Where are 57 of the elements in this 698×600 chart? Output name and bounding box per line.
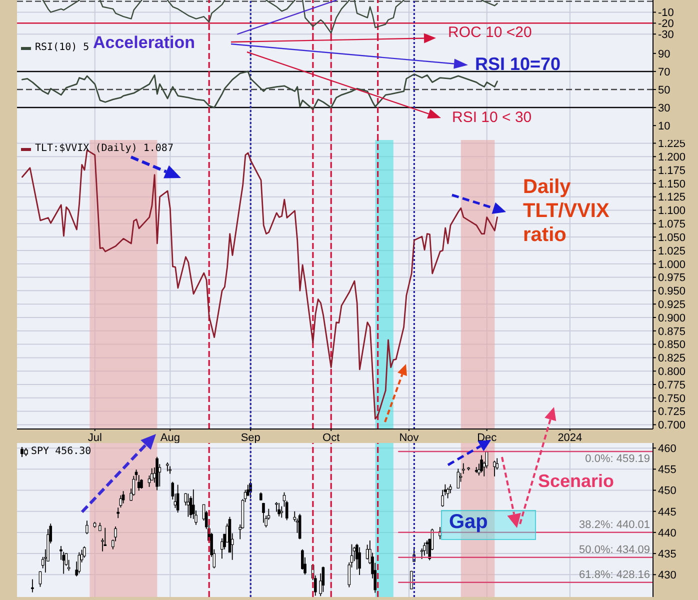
y-tick-label: 1.150 [658,178,686,190]
y-tick-label: -10 [658,7,674,20]
y-tick-label: 0.725 [658,406,686,418]
y-tick-label: 460 [658,442,676,455]
annotation: Acceleration [93,33,196,52]
y-tick-label: 0.875 [658,326,686,338]
y-tick-label: 70 [658,66,670,78]
y-tick-label: 0.750 [658,392,686,405]
y-tick-label: 450 [658,485,676,498]
y-tick-label: 1.025 [658,245,686,258]
x-tick-label: Oct [322,432,340,444]
y-tick-label: 1.050 [658,232,686,244]
y-tick-label: 10 [658,120,670,132]
y-tick-label: 0.850 [658,339,686,352]
x-tick-label: Aug [160,432,180,444]
annotation: Gap [449,511,488,533]
series-label: 0.0%: 459.19 [585,453,650,466]
y-tick-label: 1.125 [658,192,686,204]
y-tick-label: 440 [658,527,676,540]
series-label: 61.8%: 428.16 [579,569,650,582]
legend-label: TLT:$VVIX (Daily) 1.087 [35,143,174,155]
y-tick-label: 0.950 [658,286,686,298]
y-tick-label: 435 [658,548,676,560]
y-tick-label: -30 [658,28,674,41]
series-label: 50.0%: 434.09 [579,544,650,556]
y-tick-label: 0.775 [658,379,686,392]
annotation: Scenario [538,471,614,491]
annotation: Daily TLT/VVIX ratio [523,175,610,247]
y-tick-label: 1.200 [658,152,686,164]
y-tick-label: 0.800 [658,366,686,378]
legend-label: RSI(10) 5 [35,42,90,54]
chart-title: SPY 456.30 [31,446,92,458]
y-tick-label: 0.900 [658,312,686,324]
x-tick-label: Nov [399,432,420,444]
y-tick-label: 0.825 [658,352,686,365]
x-tick-label: 2024 [558,432,582,444]
y-tick-label: 1.100 [658,205,686,218]
y-tick-label: 0.975 [658,272,686,284]
y-tick-label: 0.925 [658,298,686,311]
y-tick-label: 1.175 [658,164,686,177]
annotation: RSI 10=70 [475,54,561,74]
annotation: ROC 10 <20 [448,24,532,41]
y-tick-label: 30 [658,102,670,114]
series-label: 38.2%: 440.01 [579,519,650,532]
y-tick-label: 455 [658,464,676,476]
y-tick-label: 1.000 [658,258,686,271]
y-tick-label: 50 [658,84,670,96]
x-tick-label: Dec [477,432,498,444]
y-tick-label: 90 [658,48,670,60]
y-tick-label: 1.075 [658,218,686,231]
x-tick-label: Jul [88,432,102,444]
y-tick-label: 430 [658,570,676,582]
x-tick-label: Sep [240,432,260,444]
y-tick-label: 0.700 [658,420,686,432]
y-tick-label: 445 [658,506,676,518]
y-tick-label: -20 [658,18,674,30]
annotation: RSI 10 < 30 [452,109,532,126]
